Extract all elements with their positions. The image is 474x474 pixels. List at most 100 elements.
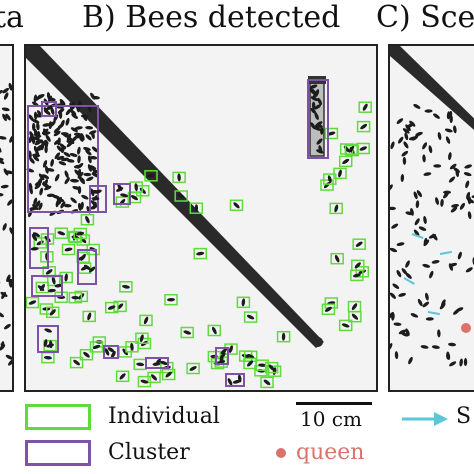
bee (66, 133, 72, 142)
individual-box (276, 330, 291, 343)
bee (405, 260, 410, 268)
bee (355, 241, 363, 247)
individual-box (348, 310, 362, 323)
cluster-box (103, 345, 119, 359)
bee (38, 173, 45, 181)
bee (459, 358, 463, 367)
individual-box (144, 170, 158, 182)
bee (327, 175, 332, 184)
bee (32, 204, 39, 211)
heading-left-panel: ta (0, 0, 24, 35)
bee (324, 306, 332, 312)
individual-box (189, 202, 204, 214)
individual-box (69, 356, 84, 369)
bees-detected-image (26, 46, 372, 389)
bee (263, 379, 271, 386)
bee (32, 155, 40, 162)
arrow-right-icon (402, 412, 448, 426)
individual-box (329, 202, 343, 215)
bee (405, 328, 410, 336)
individual-box (33, 237, 47, 249)
bee (403, 141, 409, 149)
bee (28, 114, 34, 122)
individual-box (161, 368, 176, 381)
bee (310, 107, 317, 115)
bee (448, 263, 454, 271)
bee (6, 274, 11, 282)
individual-box (40, 251, 54, 263)
bee (151, 374, 158, 381)
bee (44, 328, 52, 333)
individual-box (147, 371, 161, 384)
individual-box (267, 365, 282, 377)
bee (466, 191, 471, 200)
bee (0, 184, 9, 189)
bee (8, 359, 12, 366)
bee (110, 351, 116, 359)
bee (415, 131, 423, 137)
bee (65, 117, 70, 126)
bee (0, 311, 5, 318)
bee (69, 152, 78, 157)
bee (36, 122, 40, 131)
bees-detected-panel (24, 44, 378, 392)
bee (348, 145, 355, 153)
individual-box (338, 319, 353, 332)
bee (35, 139, 44, 144)
individual-box (82, 310, 96, 323)
bee (353, 273, 361, 278)
bee (90, 92, 96, 100)
bee (41, 174, 50, 180)
bee (35, 94, 42, 101)
bee (362, 103, 368, 111)
bee (73, 359, 80, 366)
bee (71, 135, 78, 143)
individual-box (338, 155, 353, 168)
bee (413, 103, 421, 109)
bee (396, 242, 405, 246)
bee (241, 298, 246, 307)
bee (439, 302, 446, 310)
bee (433, 113, 440, 119)
bee (360, 123, 368, 130)
frame-bar-end (313, 337, 323, 347)
bee (63, 203, 72, 208)
bee (107, 347, 115, 353)
bee (116, 303, 124, 310)
bee (2, 113, 7, 122)
bee (453, 167, 460, 173)
bee (36, 144, 44, 151)
bee (313, 126, 321, 131)
bee (43, 339, 48, 347)
bee (334, 204, 339, 213)
bee (73, 132, 82, 137)
bee (42, 131, 51, 136)
bee (0, 158, 5, 165)
bee (61, 157, 70, 162)
bee (44, 185, 52, 191)
bee (121, 284, 130, 289)
cluster-box (89, 185, 107, 213)
bee (402, 128, 410, 134)
bee (64, 273, 68, 282)
individual-box (80, 213, 95, 226)
individual-box (139, 314, 153, 327)
cluster-box (29, 227, 49, 269)
bee (0, 192, 4, 197)
bee (413, 229, 420, 237)
bee (32, 232, 41, 238)
bee (402, 156, 407, 165)
bee (281, 332, 286, 341)
bee (440, 198, 444, 207)
bee (0, 126, 1, 132)
bee (53, 130, 61, 137)
bee (165, 371, 172, 378)
bee (0, 90, 3, 96)
bee (117, 183, 123, 191)
bee (1, 291, 7, 300)
bee (2, 223, 7, 231)
bee (130, 195, 139, 201)
bee (83, 264, 91, 271)
individual-box (59, 271, 73, 284)
bee (341, 323, 350, 328)
